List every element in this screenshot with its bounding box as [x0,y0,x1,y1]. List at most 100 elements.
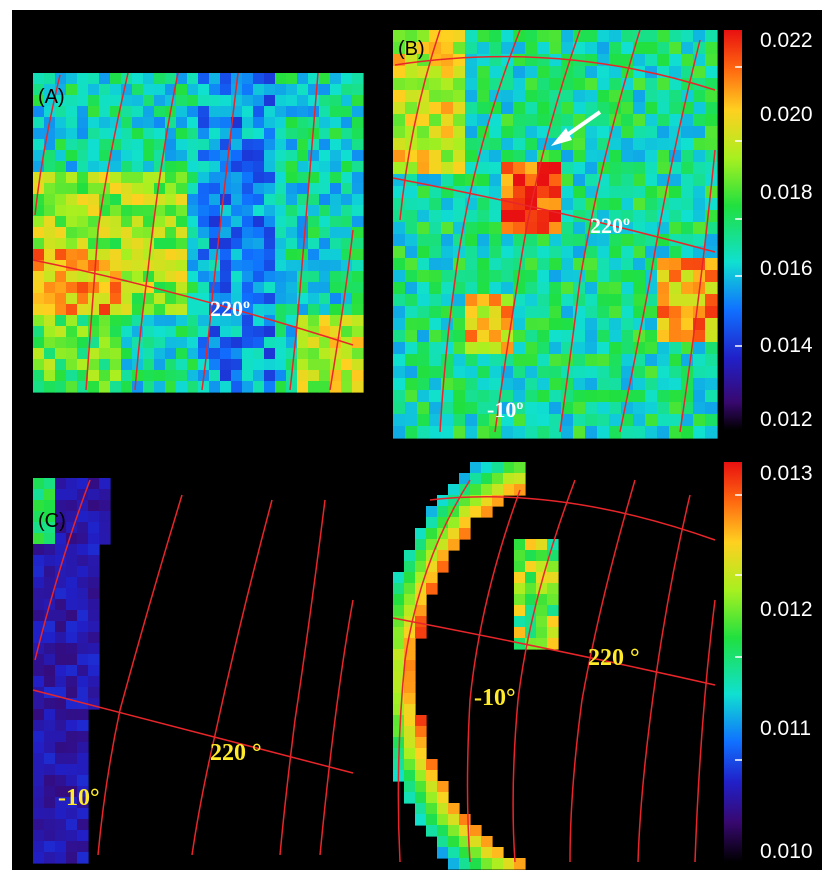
heatmap-cell [88,588,100,600]
heatmap-cell [33,808,45,820]
heatmap-cell [657,42,670,55]
heatmap-cell [415,550,427,562]
heatmap-cell [352,326,364,338]
heatmap-cell [429,150,442,163]
heatmap-cell [597,354,610,367]
heatmap-cell [44,260,56,272]
heatmap-cell [441,222,454,235]
heatmap-cell [549,30,562,43]
heatmap-cell [489,198,502,211]
heatmap-cell [77,687,89,699]
heatmap-cell [501,330,514,343]
heatmap-cell [477,318,490,331]
heatmap-cell [417,318,430,331]
heatmap-cell [297,260,309,272]
heatmap-cell [253,161,265,173]
heatmap-cell [417,378,430,391]
heatmap-cell [231,293,243,305]
heatmap-cell [470,847,482,859]
heatmap-cell [187,205,199,217]
heatmap-cell [549,282,562,295]
heatmap-cell [453,426,466,439]
heatmap-cell [154,260,166,272]
heatmap-cell [405,258,418,271]
heatmap-cell [465,318,478,331]
heatmap-cell [669,150,682,163]
heatmap-cell [429,246,442,259]
heatmap-cell [393,246,406,259]
heatmap-cell [404,572,416,584]
heatmap-cell [242,370,254,382]
heatmap-cell [44,249,56,261]
heatmap-cell [77,95,89,107]
heatmap-cell [88,621,100,633]
heatmap-cell [77,522,89,534]
heatmap-cell [549,78,562,91]
heatmap-cell [489,186,502,199]
heatmap-cell [549,378,562,391]
heatmap-cell [165,205,177,217]
heatmap-cell [393,594,405,606]
heatmap-cell [33,238,45,250]
heatmap-cell [297,348,309,360]
heatmap-cell [330,293,342,305]
heatmap-cell [198,238,210,250]
heatmap-cell [525,90,538,103]
heatmap-cell [242,304,254,316]
heatmap-cell [489,390,502,403]
heatmap-cell [121,172,133,184]
heatmap-cell [536,539,548,551]
heatmap-cell [198,216,210,228]
heatmap-cell [66,227,78,239]
heatmap-cell [501,174,514,187]
heatmap-cell [77,238,89,250]
heatmap-cell [477,30,490,43]
heatmap-cell [426,561,438,573]
heatmap-cell [220,95,232,107]
heatmap-cell [621,318,634,331]
heatmap-cell [415,594,427,606]
heatmap-cell [597,258,610,271]
heatmap-cell [33,337,45,349]
heatmap-cell [253,128,265,140]
heatmap-cell [286,128,298,140]
heatmap-cell [437,539,449,551]
heatmap-cell [132,249,144,261]
heatmap-cell [264,172,276,184]
heatmap-cell [55,95,67,107]
heatmap-cell [513,102,526,115]
heatmap-cell [597,378,610,391]
heatmap-cell [429,222,442,235]
heatmap-cell [597,102,610,115]
heatmap-cell [470,484,482,496]
heatmap-cell [253,139,265,151]
heatmap-cell [286,227,298,239]
heatmap-cell [77,117,89,129]
heatmap-cell [176,326,188,338]
heatmap-cell [514,605,526,617]
heatmap-cell [645,210,658,223]
heatmap-cell [352,128,364,140]
heatmap-cell [220,326,232,338]
heatmap-cell [66,544,78,556]
heatmap-cell [489,378,502,391]
heatmap-cell [573,210,586,223]
heatmap-cell [33,621,45,633]
heatmap-cell [198,249,210,261]
heatmap-cell [525,572,537,584]
panel-b-parallel-label: -10o [487,397,524,422]
heatmap-cell [573,78,586,91]
heatmap-cell [645,294,658,307]
heatmap-cell [492,484,504,496]
heatmap-cell [437,814,449,826]
heatmap-cell [55,709,67,721]
heatmap-cell [393,258,406,271]
heatmap-cell [143,84,155,96]
heatmap-cell [297,139,309,151]
heatmap-cell [501,78,514,91]
heatmap-cell [253,315,265,327]
heatmap-cell [55,337,67,349]
heatmap-cell [621,114,634,127]
heatmap-cell [597,270,610,283]
